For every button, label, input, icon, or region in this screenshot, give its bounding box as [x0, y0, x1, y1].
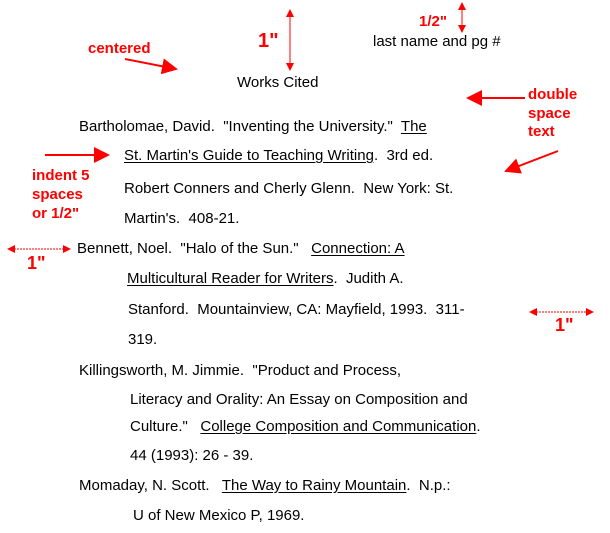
- double-space-label-1: double: [528, 86, 578, 103]
- entry-text: Literacy and Orality: An Essay on Compos…: [130, 391, 468, 408]
- entry-line: Culture." College Composition and Commun…: [130, 418, 481, 435]
- running-head: last name and pg #: [373, 33, 501, 50]
- entry-text: . 3rd ed.: [373, 147, 434, 164]
- entry-text: Culture.": [130, 418, 201, 435]
- underlined-title: Connection: A: [311, 240, 405, 257]
- top-margin-label: 1": [258, 30, 279, 52]
- page-title: Works Cited: [237, 74, 319, 91]
- entry-line: St. Martin's Guide to Teaching Writing. …: [124, 147, 433, 164]
- entry-line: 44 (1993): 26 - 39.: [130, 447, 253, 464]
- entry-line: Robert Conners and Cherly Glenn. New Yor…: [124, 180, 453, 197]
- underlined-title: The: [400, 118, 427, 135]
- indent-label-1: indent 5: [32, 167, 90, 184]
- entry-line: Literacy and Orality: An Essay on Compos…: [130, 391, 468, 408]
- underlined-title: College Composition and Communication: [200, 418, 477, 435]
- entry-text: Momaday, N. Scott.: [79, 477, 222, 494]
- entry-line: 319.: [128, 331, 157, 348]
- underlined-title: St. Martin's Guide to Teaching Writing: [124, 147, 374, 164]
- entry-line: Bennett, Noel. "Halo of the Sun." Connec…: [77, 240, 405, 257]
- header-margin-label: 1/2": [419, 13, 447, 30]
- entry-line: Multicultural Reader for Writers. Judith…: [127, 270, 404, 287]
- entry-text: U of New Mexico P, 1969.: [133, 507, 305, 524]
- double-space-arrow-2-icon: [504, 150, 559, 174]
- right-margin-label: 1": [555, 315, 574, 335]
- centered-arrow-icon: [124, 58, 178, 75]
- entry-text: Robert Conners and Cherly Glenn. New Yor…: [124, 180, 454, 197]
- centered-label: centered: [88, 40, 151, 57]
- entry-text: Martin's. 408-21.: [124, 210, 240, 227]
- indent-label-3: or 1/2": [32, 205, 80, 222]
- entry-text: Killingsworth, M. Jimmie. "Product and P…: [79, 362, 402, 379]
- entry-line: Killingsworth, M. Jimmie. "Product and P…: [79, 362, 401, 379]
- underlined-title: The Way to Rainy Mountain: [221, 477, 407, 494]
- entry-text: 44 (1993): 26 - 39.: [130, 447, 254, 464]
- entry-text: Bennett, Noel. "Halo of the Sun.": [77, 240, 312, 257]
- double-space-label-2: space: [528, 105, 571, 122]
- entry-line: Bartholomae, David. "Inventing the Unive…: [79, 118, 427, 135]
- entry-text: . N.p.:: [406, 477, 451, 494]
- indent-label-2: spaces: [32, 186, 83, 203]
- double-space-label-3: text: [528, 123, 555, 140]
- entry-text: .: [476, 418, 481, 435]
- entry-text: Stanford. Mountainview, CA: Mayfield, 19…: [128, 301, 465, 318]
- entry-text: . Judith A.: [333, 270, 404, 287]
- left-margin-label: 1": [27, 253, 46, 273]
- entry-text: Bartholomae, David. "Inventing the Unive…: [79, 118, 401, 135]
- underlined-title: Multicultural Reader for Writers: [127, 270, 334, 287]
- entry-line: U of New Mexico P, 1969.: [133, 507, 304, 524]
- entry-text: 319.: [128, 331, 158, 348]
- entry-line: Martin's. 408-21.: [124, 210, 239, 227]
- entry-line: Stanford. Mountainview, CA: Mayfield, 19…: [128, 301, 465, 318]
- entry-line: Momaday, N. Scott. The Way to Rainy Moun…: [79, 477, 451, 494]
